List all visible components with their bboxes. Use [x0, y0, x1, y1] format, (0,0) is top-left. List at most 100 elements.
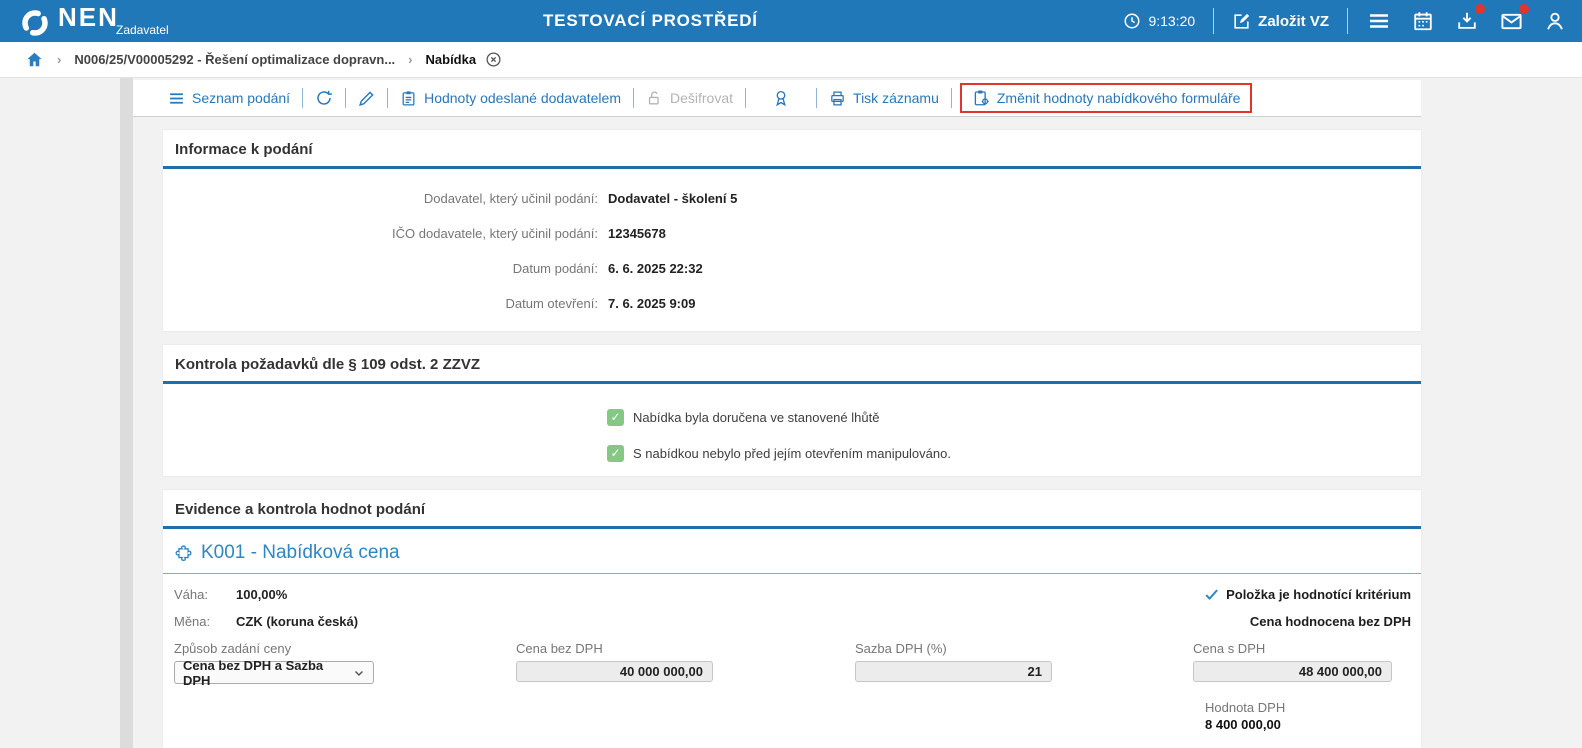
user-icon — [1547, 12, 1563, 30]
edit-record-button[interactable] — [358, 90, 375, 107]
criterion-header[interactable]: K001 - Nabídková cena — [174, 542, 1421, 573]
calendar-icon — [1414, 12, 1432, 31]
col-hodnota-dph: Hodnota DPH 8 400 000,00 — [1205, 700, 1404, 732]
flag-hodnotici-kriterium: Položka je hodnotící kritérium — [1204, 581, 1411, 608]
section-title: Kontrola požadavků dle § 109 odst. 2 ZZV… — [175, 356, 481, 373]
field-label: Datum podání: — [512, 261, 598, 276]
field-value: 12345678 — [608, 226, 666, 241]
refresh-button[interactable] — [315, 89, 333, 107]
edit-icon — [1234, 13, 1250, 29]
hodnoty-odeslane-button[interactable]: Hodnoty odeslané dodavatelem — [400, 90, 621, 107]
divider — [1213, 8, 1215, 34]
clipboard-gear-icon — [974, 90, 989, 106]
unlock-icon — [648, 91, 659, 104]
col-cena-s-dph: Cena s DPH — [1193, 641, 1392, 682]
downloads-badge — [1475, 4, 1485, 14]
ribbon-icon — [776, 90, 786, 107]
printer-icon — [831, 90, 844, 106]
card-kontrola-pozadavku: Kontrola požadavků dle § 109 odst. 2 ZZV… — [163, 345, 1421, 476]
sazba-dph-input[interactable] — [855, 661, 1052, 682]
brand-subtitle: Zadavatel — [116, 23, 169, 37]
breadcrumb-item-tender[interactable]: N006/25/V00005292 - Řešení optimalizace … — [74, 52, 396, 67]
cena-s-dph-input[interactable] — [1193, 661, 1392, 682]
field-value: 7. 6. 2025 9:09 — [608, 296, 696, 311]
vaha-label: Váha: — [174, 587, 208, 602]
toolbar-divider — [302, 88, 304, 108]
mena-value: CZK (koruna česká) — [236, 614, 359, 629]
create-vz-button[interactable]: Založit VZ — [1232, 12, 1329, 31]
zmenit-hodnoty-button[interactable]: Změnit hodnoty nabídkového formuláře — [972, 89, 1240, 107]
criterion-rule — [163, 573, 1421, 574]
mail-icon — [1500, 13, 1522, 29]
cena-s-dph-label: Cena s DPH — [1193, 641, 1266, 656]
close-circle-icon — [486, 52, 501, 67]
session-timer: 9:13:20 — [1123, 12, 1195, 30]
section-title: Informace k podání — [175, 141, 313, 158]
hodnota-dph-value: 8 400 000,00 — [1205, 717, 1281, 732]
check-row-dorucena: ✓ Nabídka byla doručena ve stanovené lhů… — [607, 399, 1421, 435]
mena-row: Měna: CZK (koruna česká) — [174, 608, 358, 635]
breadcrumb-item-nabidka[interactable]: Nabídka — [425, 52, 477, 67]
refresh-icon — [317, 90, 332, 105]
field-row-datum-podani: Datum podání: 6. 6. 2025 22:32 — [163, 251, 1421, 286]
tisk-zaznamu-button[interactable]: Tisk záznamu — [829, 90, 939, 107]
check-icon — [1205, 589, 1218, 601]
criterion-title: K001 - Nabídková cena — [201, 542, 400, 563]
menu-button[interactable] — [1366, 8, 1392, 34]
field-label: IČO dodavatele, který učinil podání: — [392, 226, 598, 241]
home-icon[interactable] — [25, 50, 44, 69]
annotation-highlight-box: Změnit hodnoty nabídkového formuláře — [959, 83, 1253, 113]
downloads-button[interactable] — [1454, 4, 1485, 34]
award-button[interactable] — [772, 89, 790, 107]
breadcrumb: › N006/25/V00005292 - Řešení optimalizac… — [0, 42, 1582, 78]
vaha-row: Váha: 100,00% — [174, 581, 358, 608]
nen-logo[interactable]: NEN Zadavatel — [20, 4, 169, 38]
divider — [1347, 8, 1348, 34]
section-rule — [163, 526, 1421, 529]
clock-icon — [1124, 13, 1140, 29]
messages-badge — [1519, 4, 1529, 14]
checkbox-checked-icon: ✓ — [607, 408, 624, 426]
breadcrumb-separator: › — [408, 52, 413, 67]
toolbar-divider — [745, 88, 747, 108]
field-label: Dodavatel, který učinil podání: — [423, 191, 598, 206]
nen-swirl-icon — [22, 10, 48, 36]
check-label: Nabídka byla doručena ve stanovené lhůtě — [633, 409, 880, 425]
col-sazba-dph: Sazba DPH (%) — [855, 641, 1052, 682]
top-bar: NEN Zadavatel TESTOVACÍ PROSTŘEDÍ 9:13:2… — [0, 0, 1582, 42]
toolbar-divider — [950, 88, 952, 108]
zpusob-label: Způsob zadání ceny — [174, 641, 292, 656]
hodnota-dph-label: Hodnota DPH — [1205, 700, 1286, 715]
puzzle-icon — [175, 544, 192, 561]
user-profile-button[interactable] — [1542, 8, 1568, 34]
section-rule — [163, 381, 1421, 384]
check-label: S nabídkou nebylo před jejím otevřením m… — [633, 445, 951, 461]
criterion-meta: Váha: 100,00% Měna: CZK (koruna česká) P… — [163, 574, 1421, 635]
field-row-datum-otevreni: Datum otevření: 7. 6. 2025 9:09 — [163, 286, 1421, 321]
topbar-actions: 9:13:20 Založit VZ — [1123, 0, 1568, 42]
environment-title: TESTOVACÍ PROSTŘEDÍ — [543, 11, 758, 30]
col-cena-bez-dph: Cena bez DPH — [516, 641, 713, 682]
zpusob-select[interactable]: Cena bez DPH a Sazba DPH — [174, 658, 374, 688]
chevron-down-icon — [355, 670, 364, 676]
field-row-ico: IČO dodavatele, který učinil podání: 123… — [163, 216, 1421, 251]
list-icon — [170, 92, 183, 104]
breadcrumb-separator: › — [57, 52, 62, 67]
toolbar-divider — [387, 88, 389, 108]
checkbox-checked-icon: ✓ — [607, 444, 624, 462]
download-tray-icon — [1458, 12, 1476, 29]
field-label: Datum otevření: — [505, 296, 599, 311]
desifrovat-button[interactable]: Dešifrovat — [646, 90, 733, 107]
brand-name: NEN — [58, 2, 119, 32]
close-tab-button[interactable] — [485, 51, 502, 68]
calendar-button[interactable] — [1410, 8, 1436, 34]
seznam-podani-button[interactable]: Seznam podání — [168, 90, 290, 107]
check-row-manipulace: ✓ S nabídkou nebylo před jejím otevřením… — [607, 435, 1421, 471]
clipboard-icon — [402, 90, 415, 106]
cena-bez-dph-input[interactable] — [516, 661, 713, 682]
messages-button[interactable] — [1498, 4, 1529, 34]
mena-label: Měna: — [174, 614, 211, 629]
record-toolbar: Seznam podání Hodnoty odeslané dodavatel… — [133, 80, 1421, 117]
col-zpusob-zadani: Způsob zadání ceny Cena bez DPH a Sazba … — [174, 641, 384, 688]
sazba-dph-label: Sazba DPH (%) — [855, 641, 947, 656]
